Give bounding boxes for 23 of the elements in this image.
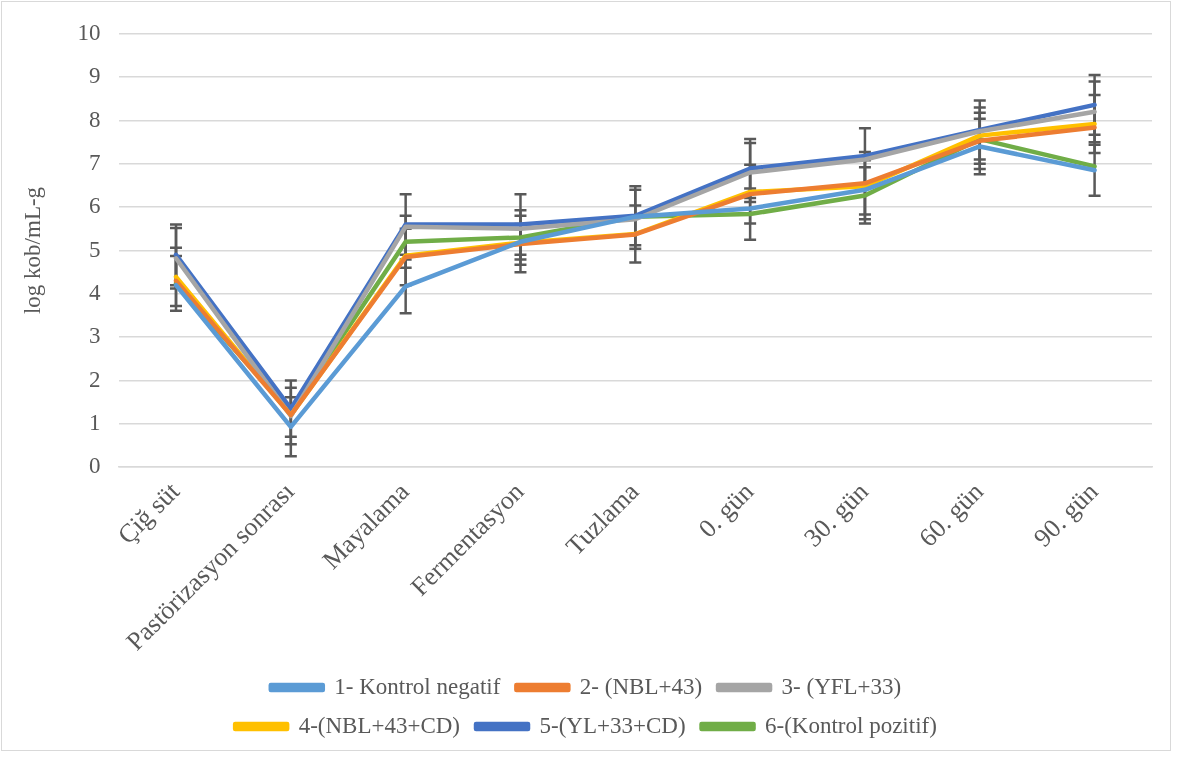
legend-label: 5-(YL+33+CD) — [539, 712, 686, 738]
legend-label: 1- Kontrol negatif — [334, 673, 501, 699]
x-tick-label: 90. gün — [1028, 476, 1104, 553]
y-tick-label: 9 — [89, 63, 101, 89]
x-tick-label: 30. gün — [798, 476, 875, 553]
legend-label: 6-(Kontrol pozitif) — [765, 712, 937, 738]
x-tick-label: 0. gün — [692, 476, 760, 544]
y-tick-label: 0 — [89, 453, 101, 479]
y-tick-label: 7 — [89, 149, 101, 175]
x-tick-label: 60. gün — [913, 476, 989, 553]
y-tick-label: 4 — [89, 279, 102, 305]
y-tick-label: 10 — [77, 19, 101, 45]
x-tick-label: Çiğ süt — [111, 476, 186, 550]
y-tick-label: 1 — [89, 409, 101, 435]
y-tick-label: 8 — [89, 106, 101, 132]
legend-label: 4-(NBL+43+CD) — [298, 712, 461, 738]
legend-label: 3- (YFL+33) — [781, 673, 902, 699]
legend-label: 2- (NBL+43) — [579, 673, 703, 699]
y-tick-label: 2 — [89, 366, 101, 392]
y-axis-title: log kob/mL-g — [19, 186, 45, 315]
y-tick-label: 5 — [89, 236, 101, 262]
y-tick-label: 3 — [89, 323, 101, 349]
y-tick-label: 6 — [89, 193, 101, 219]
